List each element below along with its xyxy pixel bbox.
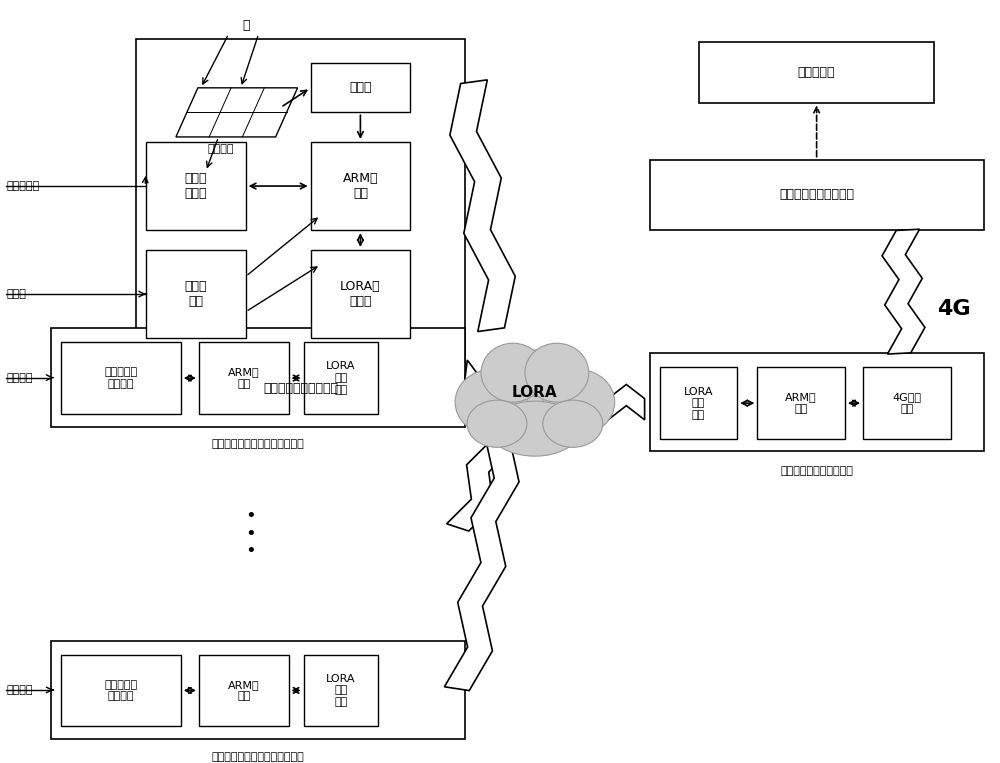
FancyBboxPatch shape (311, 250, 410, 338)
Text: LORA
通信
模块: LORA 通信 模块 (326, 674, 356, 707)
Text: 4G: 4G (937, 299, 971, 319)
Text: 光伏电气参数无线数据采集单元: 光伏电气参数无线数据采集单元 (212, 752, 305, 761)
Text: LORA通
信模块: LORA通 信模块 (340, 280, 381, 308)
Text: ARM处
理器: ARM处 理器 (228, 680, 260, 701)
Ellipse shape (525, 343, 589, 402)
Ellipse shape (477, 350, 593, 444)
Text: 光伏环境参数监测单元: 光伏环境参数监测单元 (263, 382, 338, 395)
Text: •: • (245, 542, 256, 561)
Text: 光: 光 (242, 19, 249, 32)
Polygon shape (590, 385, 645, 420)
FancyBboxPatch shape (61, 343, 181, 414)
Text: LORA: LORA (512, 385, 558, 400)
Polygon shape (447, 406, 513, 531)
FancyBboxPatch shape (61, 655, 181, 726)
Text: LORA
通信
模块: LORA 通信 模块 (326, 362, 356, 394)
FancyBboxPatch shape (660, 367, 737, 439)
Text: ARM处
理器: ARM处 理器 (343, 172, 378, 200)
Text: •: • (245, 507, 256, 525)
Text: 光辐照
度仪: 光辐照 度仪 (185, 280, 207, 308)
Text: 分布式光伏数据接入终端: 分布式光伏数据接入终端 (780, 466, 853, 476)
Text: 锂电池: 锂电池 (349, 82, 372, 95)
Ellipse shape (489, 401, 581, 456)
FancyBboxPatch shape (199, 655, 289, 726)
FancyBboxPatch shape (304, 343, 378, 414)
Text: 电压电流: 电压电流 (6, 685, 33, 695)
Text: 微信小程序: 微信小程序 (798, 66, 835, 79)
Polygon shape (465, 360, 505, 400)
Polygon shape (444, 433, 519, 691)
FancyBboxPatch shape (311, 142, 410, 230)
FancyBboxPatch shape (863, 367, 951, 439)
FancyBboxPatch shape (311, 63, 410, 112)
Polygon shape (450, 80, 515, 332)
Text: LORA
通信
模块: LORA 通信 模块 (684, 387, 713, 420)
Ellipse shape (543, 370, 615, 435)
Text: 集成式电量
计量芯片: 集成式电量 计量芯片 (104, 680, 138, 701)
FancyBboxPatch shape (757, 367, 845, 439)
Text: 远程智慧运维数据中心: 远程智慧运维数据中心 (779, 188, 854, 201)
Polygon shape (882, 229, 925, 354)
FancyBboxPatch shape (699, 42, 934, 102)
Text: 环境温湿度: 环境温湿度 (6, 181, 40, 191)
Text: 温湿度
传感器: 温湿度 传感器 (185, 172, 207, 200)
Text: 4G通信
模块: 4G通信 模块 (892, 392, 921, 414)
Text: ARM处
理器: ARM处 理器 (228, 367, 260, 389)
FancyBboxPatch shape (650, 353, 984, 451)
Text: ARM处
理器: ARM处 理器 (785, 392, 817, 414)
Ellipse shape (455, 370, 527, 435)
Text: 电压电流: 电压电流 (6, 372, 33, 382)
FancyBboxPatch shape (304, 655, 378, 726)
FancyBboxPatch shape (146, 142, 246, 230)
FancyBboxPatch shape (51, 329, 465, 427)
Text: •: • (245, 525, 256, 542)
FancyBboxPatch shape (51, 641, 465, 739)
FancyBboxPatch shape (136, 39, 465, 368)
Text: 光伏电气参数无线数据采集单元: 光伏电气参数无线数据采集单元 (212, 439, 305, 449)
Ellipse shape (481, 343, 545, 402)
FancyBboxPatch shape (650, 159, 984, 230)
FancyBboxPatch shape (146, 250, 246, 338)
Text: 集成式电量
计量芯片: 集成式电量 计量芯片 (104, 367, 138, 389)
Text: 辐照度: 辐照度 (6, 289, 26, 299)
Ellipse shape (543, 400, 603, 447)
Text: 背板温度: 背板温度 (208, 143, 234, 154)
Ellipse shape (467, 400, 527, 447)
FancyBboxPatch shape (199, 343, 289, 414)
